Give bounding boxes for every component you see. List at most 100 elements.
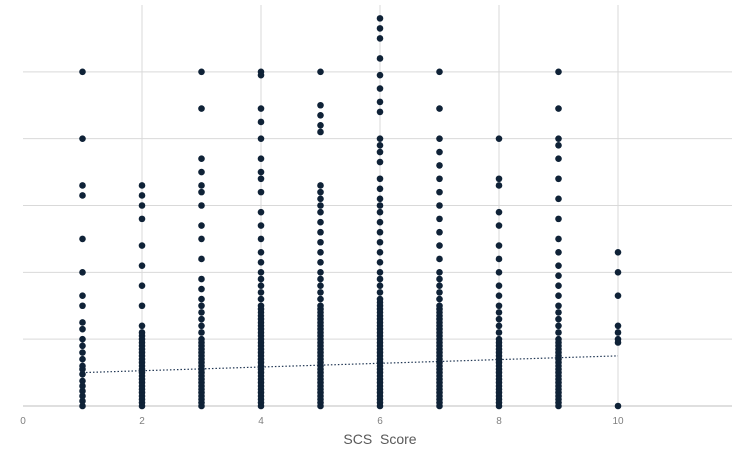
data-point-0-129 bbox=[257, 269, 265, 276]
data-point-0-182 bbox=[317, 238, 324, 246]
data-point-0-92 bbox=[198, 105, 205, 112]
data-point-0-49 bbox=[138, 262, 146, 269]
data-point-0-334 bbox=[495, 208, 503, 216]
data-point-0-378 bbox=[614, 402, 622, 410]
data-point-0-186 bbox=[317, 202, 324, 209]
data-point-0-247 bbox=[376, 98, 384, 106]
data-point-0-175 bbox=[317, 295, 324, 303]
data-point-0-85 bbox=[198, 235, 205, 243]
data-point-0-181 bbox=[317, 248, 324, 256]
data-point-0-239 bbox=[376, 195, 384, 203]
data-point-0-5 bbox=[79, 377, 86, 385]
data-point-0-126 bbox=[257, 289, 265, 296]
data-point-0-249 bbox=[376, 71, 384, 79]
data-point-0-376 bbox=[555, 105, 562, 112]
data-point-0-362 bbox=[555, 309, 562, 316]
data-point-0-293 bbox=[436, 215, 443, 223]
data-point-0-20 bbox=[79, 182, 86, 189]
data-point-0-1 bbox=[79, 397, 86, 405]
data-point-0-125 bbox=[257, 295, 265, 303]
data-point-0-48 bbox=[138, 282, 146, 290]
data-point-0-330 bbox=[495, 269, 503, 276]
data-point-0-191 bbox=[317, 122, 324, 129]
data-point-0-229 bbox=[376, 282, 384, 290]
data-point-0-183 bbox=[317, 228, 324, 236]
data-point-0-17 bbox=[79, 269, 86, 276]
data-point-0-50 bbox=[138, 242, 146, 249]
data-point-0-174 bbox=[317, 302, 324, 310]
data-point-0-233 bbox=[376, 248, 384, 256]
data-point-0-19 bbox=[79, 192, 86, 199]
data-point-0-189 bbox=[317, 182, 324, 189]
data-point-0-131 bbox=[257, 248, 265, 256]
data-point-0-240 bbox=[376, 185, 384, 193]
data-point-0-8 bbox=[79, 362, 86, 370]
data-point-0-285 bbox=[436, 295, 443, 303]
data-point-0-93 bbox=[198, 68, 205, 76]
data-point-0-140 bbox=[257, 118, 265, 126]
data-point-0-2 bbox=[79, 392, 86, 400]
data-point-0-324 bbox=[495, 322, 503, 330]
data-point-0-244 bbox=[376, 142, 384, 149]
data-point-0-242 bbox=[376, 158, 384, 166]
data-point-0-246 bbox=[376, 108, 384, 116]
data-point-0-0 bbox=[79, 402, 86, 410]
data-point-0-13 bbox=[79, 325, 86, 333]
x-tick-labels: 0 2 4 6 8 10 bbox=[20, 416, 624, 427]
data-point-0-75 bbox=[198, 335, 205, 343]
data-point-0-135 bbox=[257, 188, 265, 196]
data-point-0-326 bbox=[495, 309, 503, 316]
data-point-0-141 bbox=[257, 105, 265, 112]
x-tick-label-4: 8 bbox=[496, 416, 502, 427]
data-point-0-234 bbox=[376, 238, 384, 246]
data-point-0-382 bbox=[614, 322, 622, 330]
x-tick-label-5: 10 bbox=[612, 416, 624, 427]
data-point-0-292 bbox=[436, 228, 443, 236]
data-point-0-54 bbox=[138, 182, 146, 189]
x-tick-label-1: 2 bbox=[139, 416, 145, 427]
data-point-0-228 bbox=[376, 289, 384, 296]
data-point-0-290 bbox=[436, 255, 443, 263]
data-point-0-325 bbox=[495, 315, 503, 323]
data-point-0-235 bbox=[376, 228, 384, 236]
data-point-0-322 bbox=[495, 335, 503, 343]
data-point-0-77 bbox=[198, 322, 205, 330]
data-point-0-383 bbox=[614, 292, 622, 300]
data-point-0-82 bbox=[198, 285, 205, 293]
data-point-0-190 bbox=[317, 128, 324, 136]
data-point-0-12 bbox=[79, 335, 86, 343]
data-point-0-385 bbox=[614, 248, 622, 256]
data-point-0-369 bbox=[555, 235, 562, 243]
data-point-0-332 bbox=[495, 242, 503, 249]
data-point-0-14 bbox=[79, 319, 86, 326]
data-point-0-185 bbox=[317, 208, 324, 216]
data-point-0-88 bbox=[198, 188, 205, 196]
data-point-0-124 bbox=[257, 302, 265, 310]
data-point-0-177 bbox=[317, 282, 324, 290]
data-point-0-241 bbox=[376, 175, 384, 183]
data-point-0-132 bbox=[257, 235, 265, 243]
data-point-0-372 bbox=[555, 175, 562, 183]
data-point-0-128 bbox=[257, 275, 265, 283]
data-point-0-377 bbox=[555, 68, 562, 76]
data-point-0-375 bbox=[555, 135, 562, 142]
data-point-0-133 bbox=[257, 222, 265, 229]
data-point-0-288 bbox=[436, 275, 443, 283]
data-point-0-138 bbox=[257, 155, 265, 163]
data-point-0-231 bbox=[376, 269, 384, 276]
data-point-0-3 bbox=[79, 387, 86, 395]
data-point-0-90 bbox=[198, 168, 205, 176]
data-point-0-192 bbox=[317, 111, 324, 119]
data-point-0-243 bbox=[376, 148, 384, 156]
data-point-0-236 bbox=[376, 218, 384, 226]
data-point-0-184 bbox=[317, 218, 324, 226]
data-point-0-18 bbox=[79, 235, 86, 243]
data-point-0-366 bbox=[555, 272, 562, 279]
data-point-0-323 bbox=[495, 329, 503, 336]
data-point-0-360 bbox=[555, 322, 562, 330]
data-point-0-52 bbox=[138, 202, 146, 209]
data-point-0-252 bbox=[376, 25, 384, 32]
data-point-0-91 bbox=[198, 155, 205, 163]
data-point-0-245 bbox=[376, 135, 384, 142]
data-point-0-238 bbox=[376, 202, 384, 209]
